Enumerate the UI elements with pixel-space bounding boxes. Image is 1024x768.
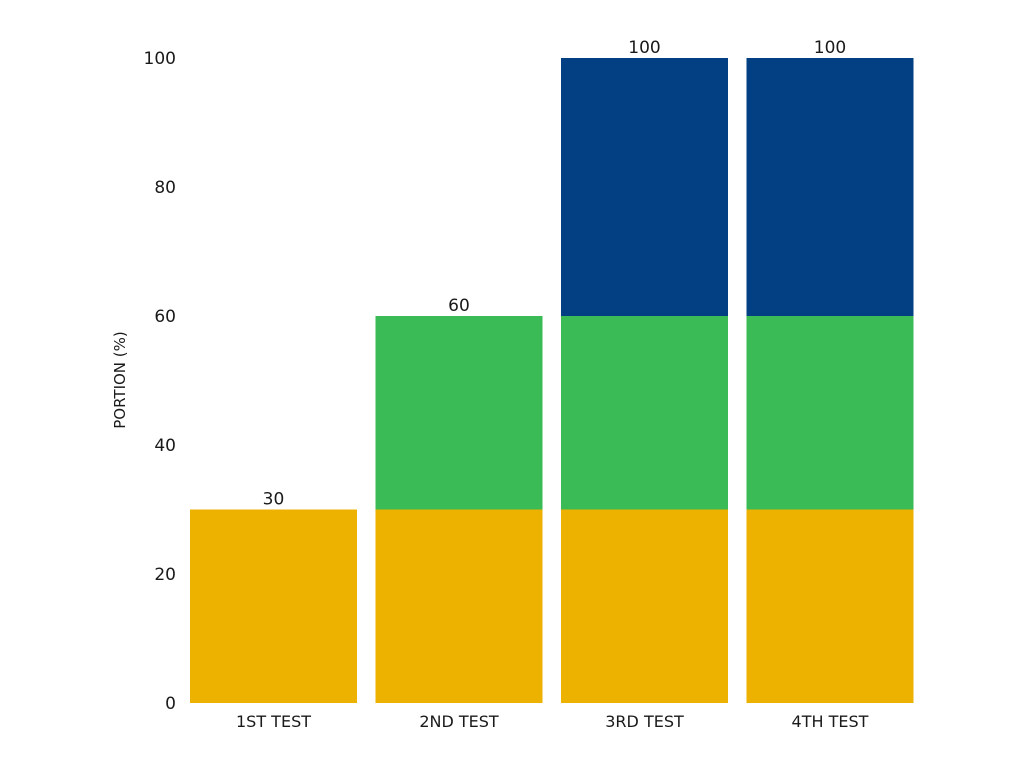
- y-tick-label: 60: [154, 307, 176, 327]
- bar-segment: [746, 316, 914, 510]
- x-tick-label: 2ND TEST: [419, 712, 499, 731]
- y-tick-label: 40: [154, 436, 176, 456]
- bar-segment: [561, 316, 728, 510]
- bar-total-label: 100: [628, 38, 660, 58]
- x-tick-label: 3RD TEST: [605, 712, 684, 731]
- bar-segment: [746, 58, 914, 316]
- bar-total-label: 30: [263, 490, 285, 510]
- y-axis: 0 20 40 60 80 100: [144, 49, 176, 714]
- y-axis-title: PORTION (%): [111, 331, 129, 429]
- y-tick-label: 80: [154, 178, 176, 198]
- bar-segment: [561, 58, 728, 316]
- data-labels: 30 60 100 100: [263, 38, 847, 510]
- bars: [190, 58, 914, 703]
- x-axis: 1ST TEST 2ND TEST 3RD TEST 4TH TEST: [236, 712, 869, 731]
- x-tick-label: 4TH TEST: [792, 712, 869, 731]
- bar-segment: [746, 509, 914, 703]
- bar-total-label: 60: [448, 296, 470, 316]
- bar-segment: [190, 509, 357, 703]
- bar-segment: [375, 316, 543, 510]
- y-tick-label: 0: [165, 694, 176, 714]
- bar-total-label: 100: [814, 38, 846, 58]
- y-tick-label: 20: [154, 565, 176, 585]
- y-tick-label: 100: [144, 49, 176, 69]
- bar-segment: [561, 509, 728, 703]
- x-tick-label: 1ST TEST: [236, 712, 311, 731]
- bar-segment: [375, 509, 543, 703]
